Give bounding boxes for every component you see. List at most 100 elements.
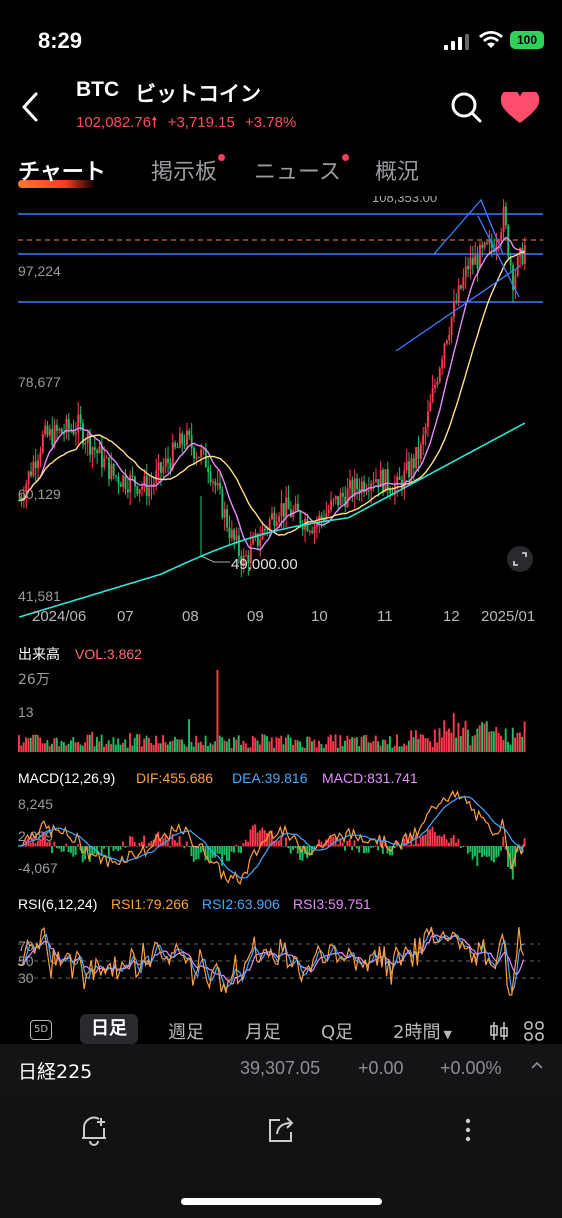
- share-icon[interactable]: [266, 1114, 296, 1146]
- macd-histogram-bar: [495, 846, 498, 858]
- candle-body: [504, 206, 507, 226]
- volume-bar: [244, 743, 247, 752]
- macd-histogram-bar: [412, 844, 415, 847]
- volume-bar: [181, 739, 183, 752]
- volume-bar: [199, 741, 202, 752]
- header: BTC ビットコイン 102,082.76🠕 +3,719.15 +3.78%: [0, 76, 562, 136]
- macd-histogram-bar: [233, 846, 235, 853]
- candle-body: [138, 489, 141, 494]
- macd-histogram-bar: [474, 846, 476, 857]
- volume-bar: [448, 728, 450, 752]
- volume-bar: [136, 734, 139, 752]
- x-axis-label: 08: [182, 608, 199, 625]
- favorite-heart-icon[interactable]: [501, 92, 539, 124]
- candle-body: [308, 530, 311, 532]
- candle-body: [457, 285, 460, 303]
- volume-bar: [426, 738, 429, 752]
- timeframe-quarterly[interactable]: Q足: [321, 1022, 354, 1043]
- candle-body: [190, 435, 193, 448]
- ma-line-short: [19, 236, 526, 551]
- timeframe-2hour-label: 2時間: [393, 1022, 441, 1043]
- macd-histogram-bar: [131, 836, 134, 847]
- macd-histogram-bar: [419, 837, 422, 847]
- volume-bar: [95, 736, 98, 752]
- macd-histogram-bar: [414, 834, 417, 847]
- candle-body: [462, 277, 465, 289]
- candle-body: [311, 530, 314, 533]
- tab-chart[interactable]: チャート: [18, 154, 106, 186]
- macd-histogram-bar: [308, 846, 311, 856]
- candle-body: [56, 424, 58, 431]
- expand-chart-button[interactable]: [507, 546, 533, 572]
- volume-bar: [266, 736, 268, 752]
- macd-histogram-bar: [386, 846, 389, 854]
- macd-histogram-bar: [452, 835, 455, 847]
- more-options-icon[interactable]: [453, 1114, 483, 1146]
- volume-bar: [296, 740, 299, 752]
- macd-histogram-bar: [500, 846, 502, 851]
- candle-body: [32, 461, 35, 476]
- candlestick-type-icon[interactable]: [489, 1021, 509, 1041]
- volume-bar: [381, 739, 384, 752]
- volume-bar: [424, 738, 427, 752]
- price-charts[interactable]: 97,224 78,677 60,129 41,581 108,353.00 4…: [0, 196, 562, 1008]
- volume-bar: [230, 747, 233, 752]
- macd-histogram-bar: [221, 846, 224, 866]
- macd-histogram-bar: [457, 838, 460, 847]
- candle-body: [89, 433, 92, 455]
- tab-news-label: ニュース: [254, 160, 341, 185]
- volume-bar: [360, 736, 363, 752]
- candle-body: [412, 458, 415, 468]
- candle-body: [349, 480, 351, 489]
- candle-body: [25, 483, 28, 499]
- candle-body: [507, 225, 510, 257]
- candle-body: [141, 486, 143, 490]
- volume-bar: [400, 746, 403, 752]
- back-arrow-icon[interactable]: [16, 90, 44, 124]
- timeframe-monthly[interactable]: 月足: [245, 1022, 281, 1043]
- grid-settings-icon[interactable]: [524, 1021, 544, 1041]
- volume-bar: [62, 742, 65, 752]
- candle-body: [226, 509, 229, 528]
- macd-histogram-bar: [249, 829, 252, 847]
- volume-bar: [209, 743, 212, 752]
- macd-histogram-bar: [225, 846, 228, 861]
- volume-bar: [178, 739, 181, 752]
- candle-body: [105, 457, 108, 459]
- candle-body: [339, 492, 342, 506]
- candle-body: [209, 472, 212, 483]
- macd-histogram-bar: [438, 835, 441, 847]
- macd-histogram-bar: [214, 846, 217, 858]
- macd-y-max: 8,245: [18, 796, 53, 812]
- candle-body: [157, 462, 160, 471]
- rsi-y-30: 30: [18, 970, 34, 986]
- volume-bar: [419, 734, 422, 752]
- candlestick-chart[interactable]: [18, 198, 543, 618]
- candle-body: [313, 526, 316, 533]
- volume-bar: [440, 737, 443, 752]
- volume-bar: [39, 737, 42, 752]
- macd-histogram-bar: [405, 834, 408, 847]
- timeframe-2hour[interactable]: 2時間 ▼: [393, 1018, 452, 1044]
- macd-histogram-bar: [417, 843, 420, 847]
- 5d-button[interactable]: 5D: [30, 1020, 52, 1040]
- index-ticker[interactable]: 日経225 39,307.05 +0.00 +0.00%: [0, 1044, 562, 1094]
- candle-body: [124, 475, 127, 490]
- candle-body: [65, 418, 68, 434]
- tab-overview[interactable]: 概況: [375, 154, 419, 186]
- chevron-up-icon[interactable]: [530, 1058, 544, 1072]
- volume-bar: [393, 745, 396, 752]
- macd-histogram-bar: [504, 846, 507, 850]
- tab-news[interactable]: ニュース: [254, 154, 349, 186]
- volume-bar: [396, 734, 398, 752]
- volume-bar: [159, 743, 162, 752]
- timeframe-daily[interactable]: 日足: [80, 1014, 138, 1044]
- alert-bell-icon[interactable]: [79, 1114, 109, 1146]
- tab-board[interactable]: 掲示板: [151, 154, 226, 186]
- search-icon[interactable]: [449, 90, 483, 124]
- volume-bar: [147, 737, 150, 752]
- macd-histogram-bar: [433, 831, 436, 847]
- volume-bar: [86, 734, 89, 752]
- timeframe-weekly[interactable]: 週足: [168, 1022, 204, 1043]
- macd-histogram-bar: [277, 840, 280, 847]
